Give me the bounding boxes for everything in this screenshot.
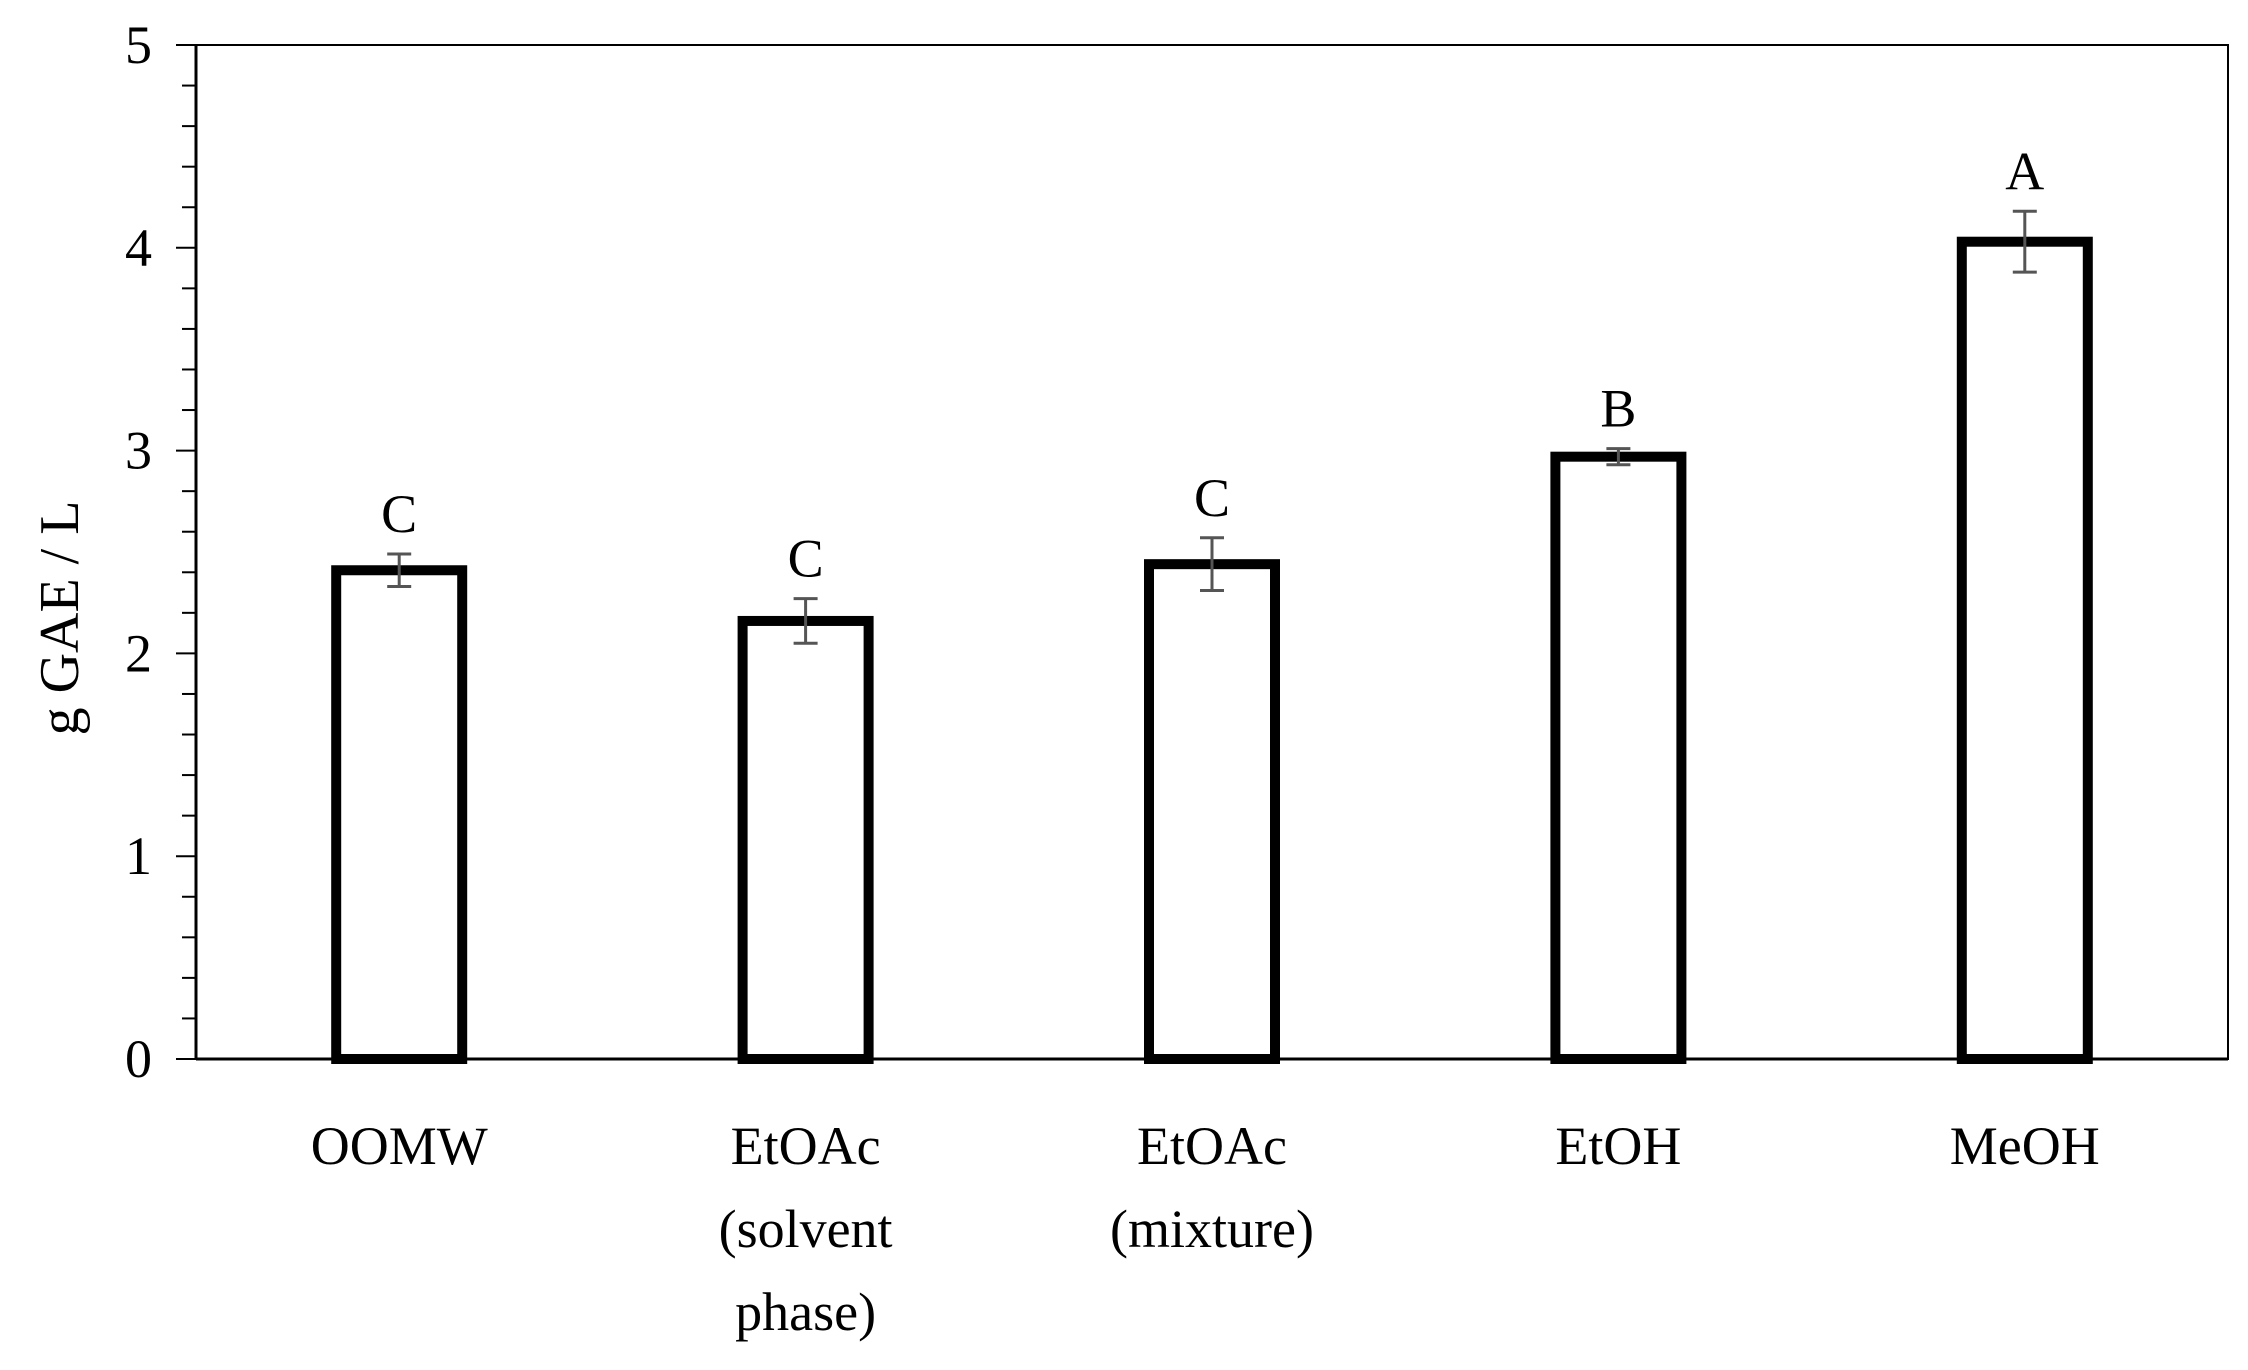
bar-group: A [1956,141,2093,1064]
significance-letter: B [1600,379,1636,439]
x-category-label-line: (solvent [719,1199,893,1259]
x-category-label: EtOH [1555,1116,1681,1176]
x-category-label: OOMW [311,1116,488,1176]
bar [1550,451,1687,1064]
bar [1144,559,1280,1065]
bar [737,615,874,1065]
bar [331,565,468,1064]
y-tick-label: 5 [125,15,152,75]
x-category-label-line: EtOAc [1137,1116,1287,1176]
y-tick-label: 3 [125,421,152,481]
x-category-label: EtOAc (solvent phase) [719,1116,893,1342]
significance-letter: C [788,529,824,589]
bar-group: C [737,529,874,1065]
x-category-label: EtOAc (mixture) [1110,1116,1314,1259]
x-category-label: MeOH [1950,1116,2100,1176]
x-category-label-line: phase) [735,1282,876,1342]
bars-group: C C C B A [331,141,2093,1065]
x-category-label-line: MeOH [1950,1116,2100,1176]
bar-group: B [1550,379,1687,1064]
y-axis-title: g GAE / L [29,501,91,736]
x-category-label-line: (mixture) [1110,1199,1314,1259]
y-axis-ticks: 0 1 2 3 4 5 [125,15,196,1089]
significance-letter: A [2005,141,2044,201]
significance-letter: C [381,484,417,544]
x-category-label-line: EtOAc [731,1116,881,1176]
y-tick-label: 0 [125,1029,152,1089]
bar [1956,236,2093,1064]
y-tick-label: 1 [125,826,152,886]
bar-group: C [1144,468,1280,1065]
y-tick-label: 2 [125,623,152,683]
bar-group: C [331,484,468,1064]
y-tick-label: 4 [125,218,152,278]
x-category-label-line: EtOH [1555,1116,1681,1176]
x-axis-labels: OOMW EtOAc (solvent phase)EtOAc (mixture)EtO… [311,1116,2100,1342]
x-category-label-line: OOMW [311,1116,488,1176]
significance-letter: C [1194,468,1230,528]
